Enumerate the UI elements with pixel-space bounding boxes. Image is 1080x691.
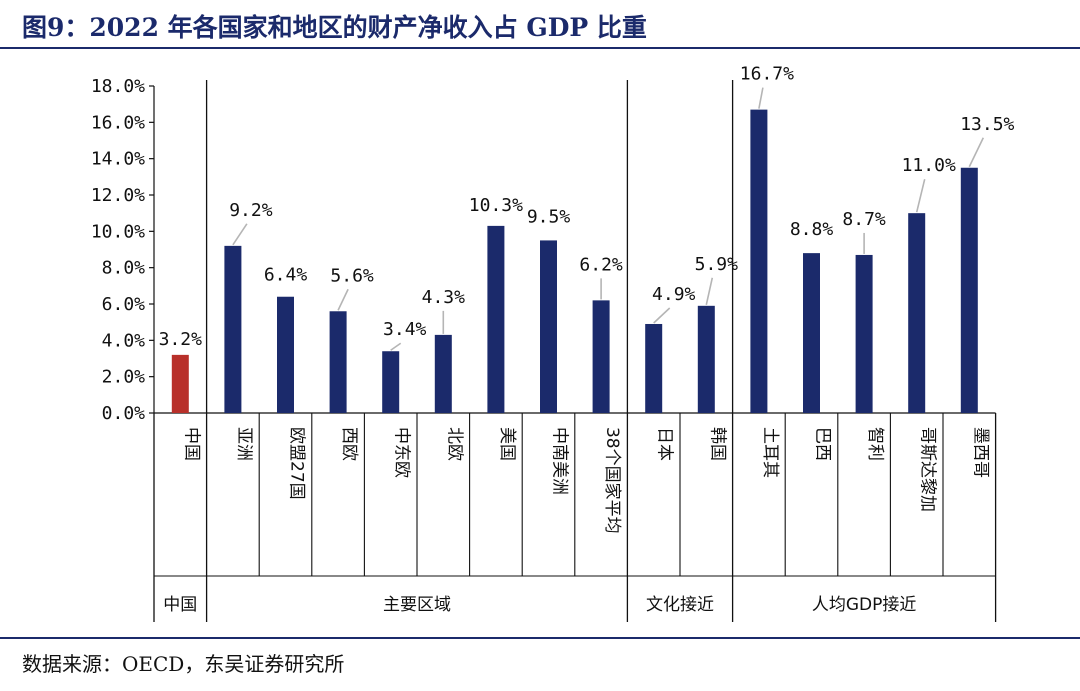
category-label-5: 中东欧 (392, 427, 412, 478)
y-tick-label: 12.0% (91, 185, 145, 206)
data-label-2: 9.2% (229, 200, 273, 221)
group-label-3: 文化接近 (646, 595, 714, 615)
category-label-8: 中南美洲 (550, 427, 570, 495)
group-label-4: 人均GDP接近 (812, 595, 917, 615)
bottom-rule (0, 637, 1080, 639)
y-tick-label: 16.0% (91, 112, 145, 133)
category-label-15: 哥斯达黎加 (918, 427, 938, 512)
data-label-4: 5.6% (330, 265, 374, 286)
group-label-2: 主要区域 (383, 595, 451, 615)
bar-1 (171, 354, 189, 413)
bar-15 (908, 213, 926, 413)
data-label-9: 6.2% (579, 254, 623, 275)
y-tick-label: 10.0% (91, 221, 145, 242)
bar-13 (803, 253, 820, 413)
data-label-16: 13.5% (960, 114, 1014, 135)
category-label-16: 墨西哥 (970, 427, 990, 478)
data-labels-layer: 3.2% 9.2% 6.4% 5.6% 3.4% 4.3% 10.3%9.5% 6.2% 4.9… (159, 64, 1015, 350)
bar-7 (487, 225, 505, 413)
y-tick-label: 8.0% (102, 258, 146, 279)
bar-11 (697, 305, 715, 413)
bar-9 (592, 300, 610, 413)
group-label-1: 中国 (163, 595, 197, 615)
source-note: 数据来源：OECD，东吴证券研究所 (22, 652, 345, 676)
data-label-12: 16.7% (740, 64, 794, 85)
category-label-4: 西欧 (339, 427, 359, 461)
data-label-1: 3.2% (159, 329, 203, 350)
category-label-2: 亚洲 (234, 427, 254, 461)
category-labels-layer: 中国 亚洲 欧盟27国 西欧 中东欧 北欧 美国 中南美洲 38个国家平均 日本 韩国 土耳其 巴西 智利… (181, 427, 990, 534)
category-label-9: 38个国家平均 (602, 427, 622, 534)
data-label-15: 11.0% (902, 155, 956, 176)
data-label-3: 6.4% (264, 265, 308, 286)
category-label-11: 韩国 (707, 427, 727, 461)
figure-title: 图9：2022 年各国家和地区的财产净收入占 GDP 比重 (22, 13, 647, 42)
bar-6 (434, 334, 452, 413)
group-labels-layer: 中国 主要区域 文化接近 人均GDP接近 (163, 595, 916, 615)
data-label-7: 10.3% (469, 195, 523, 216)
bar-3 (277, 296, 294, 413)
leader-line-10 (653, 307, 671, 324)
bar-8 (540, 240, 557, 413)
category-label-13: 巴西 (813, 427, 833, 461)
bar-4 (329, 311, 347, 413)
category-label-6: 北欧 (444, 427, 464, 461)
category-label-12: 土耳其 (760, 427, 780, 478)
leader-line-16 (968, 137, 985, 168)
bars-layer (171, 109, 978, 413)
leader-line-15 (915, 178, 926, 213)
data-label-10: 4.9% (652, 284, 696, 305)
category-label-7: 美国 (497, 427, 517, 461)
leader-line-11 (705, 277, 714, 305)
y-tick-label: 6.0% (102, 294, 146, 315)
data-label-6: 4.3% (422, 287, 466, 308)
category-label-3: 欧盟27国 (287, 427, 307, 500)
leader-line-4 (337, 288, 349, 311)
leader-line-12 (758, 87, 764, 109)
y-tick-label: 2.0% (102, 367, 146, 388)
leader-lines-layer (232, 87, 985, 351)
y-tick-label: 14.0% (91, 149, 145, 170)
bar-16 (960, 167, 978, 413)
data-label-8: 9.5% (527, 206, 571, 227)
data-label-13: 8.8% (790, 219, 834, 240)
data-label-5: 3.4% (383, 319, 427, 340)
bar-12 (750, 109, 768, 413)
bar-14 (855, 254, 873, 413)
leader-line-2 (232, 223, 248, 246)
y-tick-label: 4.0% (102, 330, 146, 351)
title-rule (0, 47, 1080, 49)
axis-layer: 0.0% 2.0% 4.0% 6.0% 8.0% 10.0% 12.0% 14.0% 16.0%… (91, 76, 997, 622)
category-label-10: 日本 (655, 427, 675, 461)
y-tick-label: 0.0% (102, 403, 146, 424)
y-tick-label: 18.0% (91, 76, 145, 97)
data-label-14: 8.7% (842, 209, 886, 230)
bar-2 (224, 245, 242, 413)
leader-line-5 (390, 342, 402, 351)
bar-10 (645, 323, 663, 413)
bar-5 (382, 351, 400, 413)
category-label-1: 中国 (181, 427, 201, 461)
data-label-11: 5.9% (695, 254, 739, 275)
category-label-14: 智利 (865, 427, 885, 461)
